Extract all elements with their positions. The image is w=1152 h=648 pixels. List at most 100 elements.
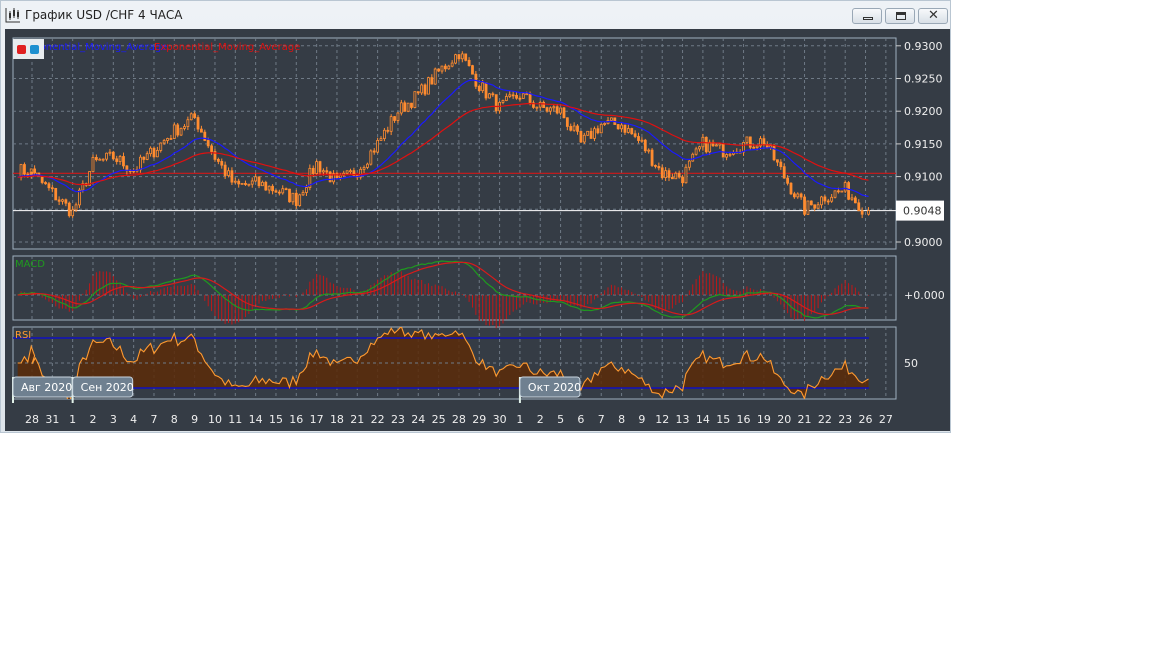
candle — [816, 204, 820, 209]
candle — [261, 181, 264, 187]
candle — [33, 168, 37, 173]
candle — [291, 192, 295, 203]
candle — [755, 145, 759, 148]
candle — [840, 190, 844, 193]
date-label: 25 — [432, 413, 446, 426]
candle — [139, 156, 142, 171]
date-label: 9 — [191, 413, 198, 426]
candle — [467, 59, 471, 67]
candle — [64, 199, 68, 204]
candle — [525, 93, 529, 96]
candle — [494, 94, 498, 112]
candle — [277, 191, 281, 194]
candle — [837, 190, 840, 193]
rsi-label: RSI — [15, 330, 31, 341]
candle — [830, 196, 834, 202]
candle — [484, 82, 488, 99]
window-title: График USD /CHF 4 ЧАСА — [25, 8, 183, 22]
candle — [47, 183, 51, 189]
restore-button[interactable] — [885, 8, 915, 24]
candle — [264, 181, 268, 191]
price-tick-label: 0.9300 — [904, 40, 943, 53]
candle — [213, 151, 217, 160]
candle — [552, 106, 556, 109]
minimize-button[interactable] — [852, 8, 882, 24]
candle — [501, 100, 505, 103]
date-label: 8 — [171, 413, 178, 426]
date-label: 9 — [638, 413, 645, 426]
date-label: 10 — [208, 413, 222, 426]
month-label-box — [519, 376, 581, 398]
title-bar: График USD /CHF 4 ЧАСА ✕ — [1, 1, 950, 29]
candle — [803, 196, 806, 215]
candle — [220, 161, 224, 166]
date-label: 23 — [391, 413, 405, 426]
date-label: 27 — [879, 413, 893, 426]
candle — [244, 182, 247, 185]
candle — [748, 136, 752, 148]
date-label: 8 — [618, 413, 625, 426]
date-label: 23 — [838, 413, 852, 426]
candle — [559, 107, 562, 114]
date-label: 31 — [45, 413, 59, 426]
date-label: 14 — [249, 413, 263, 426]
candle — [44, 182, 47, 185]
candle — [508, 94, 512, 97]
candle — [74, 204, 78, 211]
candle — [335, 173, 339, 179]
candlestick-chart-icon — [5, 8, 20, 23]
candle — [379, 138, 383, 141]
candle — [206, 140, 210, 147]
candle — [694, 148, 698, 155]
candle — [853, 197, 857, 204]
macd-signal-line — [17, 261, 869, 316]
candle — [122, 156, 125, 167]
candle — [664, 170, 668, 179]
candle — [799, 193, 803, 198]
chart-svg[interactable]: 0.9300 0.9250 0.9200 0.9150 0.9100 0.9000 0.90… — [5, 29, 950, 431]
close-button[interactable]: ✕ — [918, 8, 948, 24]
candle — [450, 62, 454, 67]
candle — [240, 182, 244, 185]
candle — [318, 161, 322, 173]
candle — [305, 187, 308, 193]
candle — [813, 204, 817, 209]
candle — [823, 196, 827, 202]
candle — [491, 93, 495, 96]
candle — [71, 209, 75, 217]
candle — [596, 128, 600, 134]
red-toggle-icon — [17, 45, 26, 54]
candle — [623, 124, 627, 133]
candle — [752, 146, 756, 149]
date-label: 21 — [350, 413, 364, 426]
macd-label: MACD — [15, 259, 45, 270]
candle — [308, 167, 312, 188]
candle — [328, 171, 332, 183]
candle — [115, 158, 119, 162]
candle — [98, 158, 102, 161]
candle — [532, 102, 535, 108]
date-label: 19 — [757, 413, 771, 426]
price-tick-label: 0.9150 — [904, 138, 943, 151]
candle — [464, 53, 468, 61]
candle — [271, 185, 274, 192]
candle — [762, 138, 766, 145]
date-label: 13 — [676, 413, 690, 426]
candle — [61, 199, 64, 202]
date-label: 4 — [130, 413, 137, 426]
date-label: 7 — [150, 413, 157, 426]
candle — [382, 129, 386, 140]
minimize-icon — [863, 17, 873, 20]
candle — [338, 174, 342, 179]
chart-canvas[interactable]: 0.9300 0.9250 0.9200 0.9150 0.9100 0.9000 0.90… — [5, 29, 950, 431]
candle — [806, 200, 810, 215]
candle — [281, 188, 285, 194]
candle — [820, 196, 823, 206]
candle — [152, 147, 156, 158]
candle — [792, 193, 796, 198]
candle — [362, 167, 366, 170]
candle — [704, 136, 708, 153]
date-label: 7 — [598, 413, 605, 426]
legend-ema-slow: Exponential_Moving_Average — [154, 42, 300, 53]
candle — [657, 166, 661, 169]
